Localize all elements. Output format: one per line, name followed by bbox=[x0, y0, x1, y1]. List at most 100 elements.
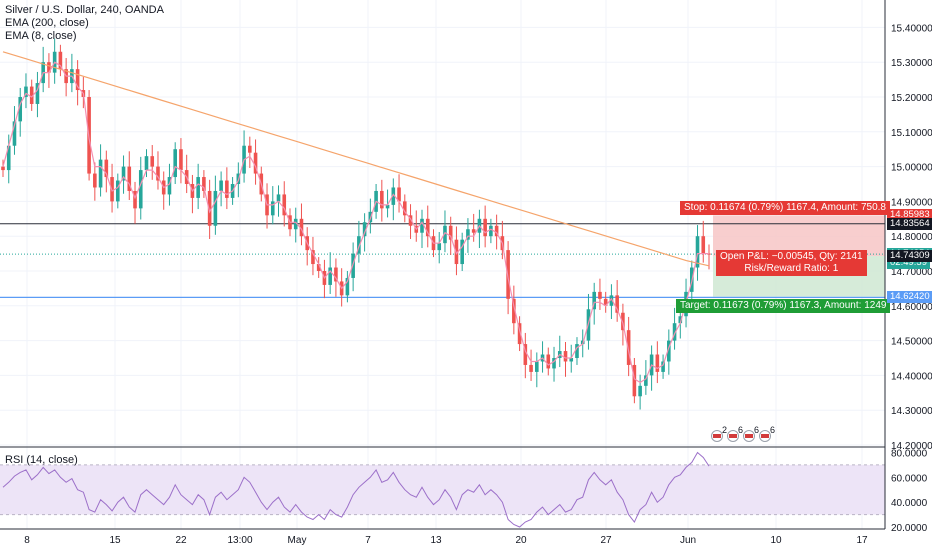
candle-body bbox=[598, 291, 602, 299]
time-axis: 8 15 22 13:00 May 7 13 20 27 Jun 10 17 bbox=[24, 535, 868, 546]
level-lines bbox=[0, 223, 885, 298]
candle-body bbox=[311, 250, 315, 265]
time-tick-label: 17 bbox=[856, 535, 868, 546]
candle-body bbox=[621, 312, 625, 331]
target-label[interactable]: Target: 0.11673 (0.79%) 1167.3, Amount: … bbox=[676, 299, 891, 313]
time-tick-label: 8 bbox=[24, 535, 30, 546]
candle-body bbox=[316, 264, 321, 271]
stop-label[interactable]: Stop: 0.11674 (0.79%) 1167.4, Amount: 75… bbox=[680, 201, 890, 215]
candle-body bbox=[156, 166, 160, 181]
price-tag: 14.62420 bbox=[887, 291, 932, 304]
rsi-axis: 80.0000 60.0000 40.0000 20.0000 bbox=[891, 448, 928, 534]
ema8-line bbox=[2, 61, 709, 384]
candle-body bbox=[345, 277, 350, 296]
candle-body bbox=[563, 351, 568, 362]
candle-body bbox=[18, 97, 23, 122]
candle-body bbox=[138, 170, 143, 209]
candle-body bbox=[483, 218, 487, 237]
candle-body bbox=[535, 361, 539, 372]
price-tick-label: 14.40000 bbox=[891, 371, 932, 382]
candle-body bbox=[546, 354, 551, 369]
time-tick-label: 22 bbox=[175, 535, 187, 546]
ema200-line bbox=[2, 51, 710, 267]
candle-body bbox=[270, 201, 275, 216]
candle-body bbox=[552, 358, 556, 369]
candle-body bbox=[701, 236, 706, 254]
price-tick-label: 14.90000 bbox=[891, 197, 932, 208]
candle-body bbox=[282, 194, 287, 216]
rsi-label[interactable]: RSI (14, close) bbox=[5, 454, 78, 466]
candle-body bbox=[35, 83, 40, 104]
candle-body bbox=[523, 344, 528, 365]
candle-body bbox=[471, 229, 476, 233]
candle-body bbox=[385, 204, 390, 209]
price-tick-label: 14.20000 bbox=[891, 441, 932, 452]
candle-body bbox=[213, 190, 218, 226]
time-tick-label: May bbox=[288, 535, 307, 546]
price-tick-label: 14.80000 bbox=[891, 232, 932, 243]
pnl-label[interactable]: Open P&L: −0.00545, Qty: 2141 Risk/Rewar… bbox=[716, 250, 867, 276]
time-tick-label: 27 bbox=[600, 535, 612, 546]
candle-body bbox=[225, 180, 229, 198]
rsi-tick-label: 20.0000 bbox=[891, 523, 928, 534]
chart-legend: Silver / U.S. Dollar, 240, OANDA EMA (20… bbox=[5, 4, 164, 43]
price-tick-label: 14.60000 bbox=[891, 302, 932, 313]
candle-body bbox=[448, 225, 453, 240]
candle-body bbox=[425, 218, 430, 237]
candle-body bbox=[276, 194, 281, 202]
rsi-tick-label: 80.0000 bbox=[891, 448, 928, 459]
candle-body bbox=[202, 177, 206, 191]
candle-body bbox=[47, 62, 51, 73]
time-tick-label: 13 bbox=[430, 535, 442, 546]
candle-body bbox=[489, 225, 493, 237]
candle-body bbox=[75, 69, 80, 91]
candle-body bbox=[29, 86, 34, 104]
candle-body bbox=[632, 364, 637, 397]
candle-body bbox=[98, 159, 103, 188]
candle-body bbox=[569, 358, 574, 362]
candle-body bbox=[695, 236, 700, 268]
candle-body bbox=[402, 201, 407, 216]
candle-body bbox=[24, 86, 28, 97]
candle-body bbox=[121, 166, 126, 181]
candle-body bbox=[150, 156, 155, 167]
price-tick-label: 14.70000 bbox=[891, 267, 932, 278]
symbol-title[interactable]: Silver / U.S. Dollar, 240, OANDA bbox=[5, 4, 164, 16]
time-tick-label: 13:00 bbox=[227, 535, 252, 546]
rsi-line bbox=[2, 451, 710, 528]
rsi-pane bbox=[0, 451, 885, 528]
candle-body bbox=[115, 180, 120, 202]
candle-body bbox=[6, 145, 11, 171]
candle-body bbox=[219, 180, 223, 191]
candle-body bbox=[466, 229, 470, 240]
candle-body bbox=[12, 121, 17, 146]
price-tick-label: 15.40000 bbox=[891, 23, 932, 34]
candle-body bbox=[517, 323, 522, 345]
event-flag-stripe bbox=[729, 434, 737, 438]
price-tag: 14.83564 bbox=[887, 217, 932, 230]
candle-body bbox=[104, 159, 109, 178]
ema200-label[interactable]: EMA (200, close) bbox=[5, 17, 89, 29]
time-tick-label: Jun bbox=[680, 535, 696, 546]
candle-body bbox=[678, 316, 683, 324]
candle-body bbox=[328, 267, 332, 285]
candle-body bbox=[93, 173, 97, 188]
time-tick-label: 7 bbox=[365, 535, 371, 546]
ema8-label[interactable]: EMA (8, close) bbox=[5, 30, 77, 42]
event-count: 2 bbox=[722, 425, 727, 435]
candle-body bbox=[626, 330, 631, 365]
candle-body bbox=[127, 166, 132, 191]
candle-body bbox=[1, 166, 5, 171]
candle-body bbox=[592, 291, 597, 310]
candle-body bbox=[167, 177, 172, 195]
candle-body bbox=[391, 187, 396, 205]
candle-body bbox=[575, 344, 579, 358]
candle-body bbox=[293, 218, 298, 230]
candle-body bbox=[253, 152, 258, 174]
candle-body bbox=[609, 295, 614, 306]
candle-body bbox=[638, 385, 642, 397]
price-tick-label: 15.00000 bbox=[891, 163, 932, 174]
candle-body bbox=[173, 149, 177, 178]
candle-body bbox=[248, 145, 252, 153]
